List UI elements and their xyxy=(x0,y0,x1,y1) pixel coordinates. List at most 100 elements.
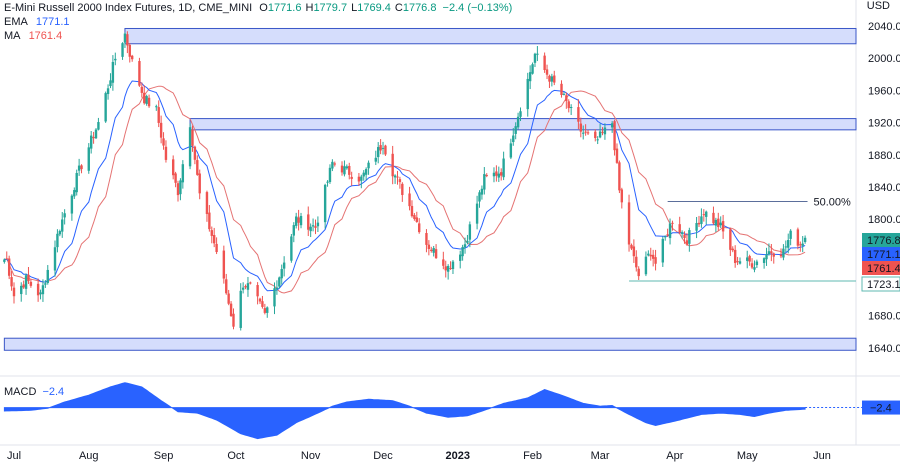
candle-body[interactable] xyxy=(171,159,175,176)
candle-body[interactable] xyxy=(232,313,235,327)
candle-body[interactable] xyxy=(61,219,64,232)
candle-body[interactable] xyxy=(109,80,112,87)
candle-body[interactable] xyxy=(44,283,47,285)
candle-body[interactable] xyxy=(292,225,295,236)
candle-body[interactable] xyxy=(714,219,718,226)
candle-body[interactable] xyxy=(212,235,216,244)
candle-body[interactable] xyxy=(273,288,276,307)
candle-body[interactable] xyxy=(326,181,329,183)
candle-body[interactable] xyxy=(695,223,698,231)
candle-body[interactable] xyxy=(789,230,792,239)
candle-body[interactable] xyxy=(280,269,283,279)
candle-body[interactable] xyxy=(475,203,479,224)
candle-body[interactable] xyxy=(603,127,607,135)
candle-body[interactable] xyxy=(263,308,267,313)
candle-body[interactable] xyxy=(3,259,6,262)
candle-body[interactable] xyxy=(415,217,418,222)
candle-body[interactable] xyxy=(787,239,790,248)
candle-body[interactable] xyxy=(126,34,129,46)
candle-body[interactable] xyxy=(179,180,182,195)
candle-body[interactable] xyxy=(712,212,715,224)
candle-body[interactable] xyxy=(647,253,650,256)
candle-body[interactable] xyxy=(649,254,652,257)
candle-body[interactable] xyxy=(466,240,469,243)
resistance-zone[interactable] xyxy=(189,118,857,131)
candle-body[interactable] xyxy=(241,287,245,290)
candle-body[interactable] xyxy=(396,176,399,178)
candle-body[interactable] xyxy=(753,267,756,270)
candle-body[interactable] xyxy=(533,53,537,63)
candle-body[interactable] xyxy=(193,146,197,160)
candle-body[interactable] xyxy=(512,135,515,143)
candle-body[interactable] xyxy=(721,221,725,232)
candle-body[interactable] xyxy=(582,132,585,134)
candle-body[interactable] xyxy=(222,250,226,279)
candle-body[interactable] xyxy=(683,234,686,238)
candle-body[interactable] xyxy=(514,126,517,134)
candle-body[interactable] xyxy=(275,287,279,290)
candle-body[interactable] xyxy=(451,261,455,270)
candle-body[interactable] xyxy=(159,122,163,138)
candle-body[interactable] xyxy=(22,284,25,288)
candle-body[interactable] xyxy=(569,107,573,109)
candle-body[interactable] xyxy=(449,268,452,270)
candle-body[interactable] xyxy=(155,106,158,108)
candle-body[interactable] xyxy=(700,216,703,224)
candle-body[interactable] xyxy=(586,132,590,134)
candle-body[interactable] xyxy=(705,211,708,217)
candle-body[interactable] xyxy=(393,175,397,178)
candle-body[interactable] xyxy=(516,116,520,128)
candle-body[interactable] xyxy=(610,123,614,128)
candle-body[interactable] xyxy=(227,293,230,304)
candle-body[interactable] xyxy=(531,64,534,74)
candle-body[interactable] xyxy=(413,215,416,219)
candle-body[interactable] xyxy=(377,147,380,158)
candle-body[interactable] xyxy=(519,111,522,117)
candle-body[interactable] xyxy=(762,258,766,263)
candle-body[interactable] xyxy=(536,53,539,55)
candle-body[interactable] xyxy=(114,58,117,61)
candle-body[interactable] xyxy=(205,192,209,215)
candle-body[interactable] xyxy=(350,176,353,179)
candle-body[interactable] xyxy=(258,298,262,302)
candle-body[interactable] xyxy=(584,131,587,133)
candle-body[interactable] xyxy=(796,229,800,246)
candle-body[interactable] xyxy=(29,281,33,286)
candle-body[interactable] xyxy=(239,290,242,328)
candle-body[interactable] xyxy=(314,226,317,228)
candle-body[interactable] xyxy=(111,61,115,83)
candle-body[interactable] xyxy=(145,96,148,104)
candle-body[interactable] xyxy=(20,285,23,295)
candle-body[interactable] xyxy=(772,253,775,257)
candle-body[interactable] xyxy=(729,229,732,250)
candle-body[interactable] xyxy=(731,248,734,251)
candle-body[interactable] xyxy=(398,179,402,183)
candle-body[interactable] xyxy=(77,165,81,171)
candle-body[interactable] xyxy=(323,184,327,223)
candle-body[interactable] xyxy=(565,95,568,102)
candle-body[interactable] xyxy=(733,249,737,263)
candle-body[interactable] xyxy=(770,251,773,254)
candle-body[interactable] xyxy=(297,217,300,223)
candle-body[interactable] xyxy=(364,169,368,175)
resistance-zone[interactable] xyxy=(3,337,857,351)
candle-body[interactable] xyxy=(461,246,464,257)
candle-body[interactable] xyxy=(311,225,315,227)
candle-body[interactable] xyxy=(528,72,532,82)
candle-body[interactable] xyxy=(548,75,551,82)
candle-body[interactable] xyxy=(430,249,433,251)
candle-body[interactable] xyxy=(782,248,785,258)
candle-body[interactable] xyxy=(379,145,382,151)
candle-body[interactable] xyxy=(427,244,431,250)
candle-body[interactable] xyxy=(560,83,563,95)
candle-body[interactable] xyxy=(801,243,804,246)
candle-body[interactable] xyxy=(779,254,783,257)
candle-body[interactable] xyxy=(80,165,83,170)
candle-body[interactable] xyxy=(678,224,681,233)
candle-body[interactable] xyxy=(755,261,759,266)
candle-body[interactable] xyxy=(803,237,807,242)
candle-body[interactable] xyxy=(89,135,93,149)
candle-body[interactable] xyxy=(627,202,631,245)
candle-body[interactable] xyxy=(495,171,498,176)
